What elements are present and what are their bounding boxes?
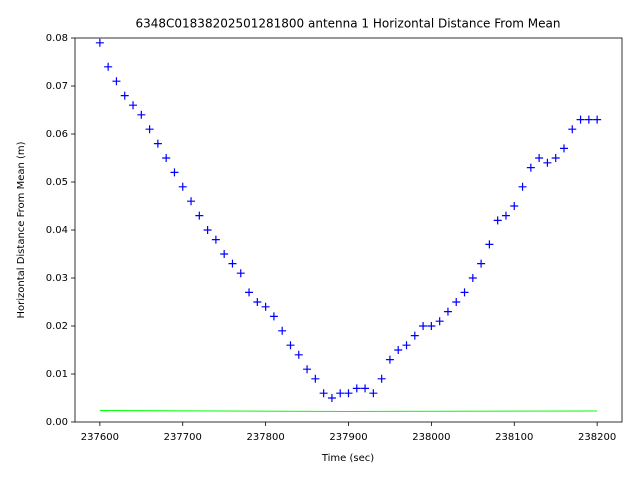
point-marker xyxy=(278,326,287,335)
y-tick-label: 0.02 xyxy=(46,321,68,332)
y-tick-label: 0.08 xyxy=(46,33,68,44)
point-marker xyxy=(129,101,138,110)
x-tick-label: 238000 xyxy=(412,432,450,443)
point-marker xyxy=(501,211,510,220)
point-marker xyxy=(543,158,552,167)
series-line xyxy=(99,409,598,412)
point-marker xyxy=(245,288,254,297)
point-marker xyxy=(477,259,486,268)
point-marker xyxy=(211,235,220,244)
point-marker xyxy=(535,154,544,162)
point-marker xyxy=(303,365,312,374)
point-marker xyxy=(402,341,411,350)
point-marker xyxy=(220,250,229,258)
x-tick-label: 237800 xyxy=(247,432,285,443)
point-marker xyxy=(336,389,345,398)
y-tick-label: 0.01 xyxy=(46,369,68,380)
point-marker xyxy=(203,226,212,234)
point-marker xyxy=(559,144,568,153)
point-marker xyxy=(551,154,560,162)
point-marker xyxy=(427,322,436,330)
point-marker xyxy=(269,312,278,321)
y-tick-label: 0.06 xyxy=(46,129,68,140)
x-tick-label: 238100 xyxy=(495,432,533,443)
point-marker xyxy=(435,317,444,326)
point-marker xyxy=(162,154,171,162)
point-marker xyxy=(361,384,370,393)
x-tick-label: 237700 xyxy=(164,432,202,443)
point-marker xyxy=(137,110,146,119)
x-tick-label: 237600 xyxy=(81,432,119,443)
point-marker xyxy=(195,211,204,220)
point-marker xyxy=(410,331,419,340)
point-marker xyxy=(228,259,237,268)
plot-frame xyxy=(74,37,623,423)
point-marker xyxy=(104,62,113,71)
point-marker xyxy=(584,115,593,124)
point-marker xyxy=(452,298,461,306)
point-marker xyxy=(460,288,469,297)
point-marker xyxy=(352,384,361,393)
point-marker xyxy=(253,298,262,306)
point-marker xyxy=(593,115,602,124)
point-marker xyxy=(145,125,154,134)
point-marker xyxy=(443,307,452,316)
point-marker xyxy=(170,168,179,177)
point-marker xyxy=(294,350,303,359)
point-marker xyxy=(568,125,577,134)
y-axis-label: Horizontal Distance From Mean (m) xyxy=(16,141,27,318)
point-marker xyxy=(576,115,585,124)
point-marker xyxy=(327,394,336,402)
point-marker xyxy=(319,389,328,398)
point-marker xyxy=(510,202,519,210)
point-marker xyxy=(120,91,129,100)
x-tick-label: 238200 xyxy=(578,432,616,443)
point-marker xyxy=(112,77,121,86)
point-marker xyxy=(369,389,378,398)
point-marker xyxy=(394,346,403,354)
y-tick-label: 0.07 xyxy=(46,81,68,92)
y-tick-label: 0.04 xyxy=(46,225,68,236)
point-marker xyxy=(187,197,196,206)
point-marker xyxy=(493,216,502,225)
x-tick-label: 237900 xyxy=(329,432,367,443)
point-marker xyxy=(153,139,162,148)
point-marker xyxy=(311,374,320,383)
point-marker xyxy=(526,163,535,172)
point-marker xyxy=(377,374,386,383)
point-marker xyxy=(344,389,353,398)
point-marker xyxy=(236,269,245,278)
point-marker xyxy=(485,240,494,249)
y-tick-label: 0.05 xyxy=(46,177,68,188)
y-tick-label: 0.03 xyxy=(46,273,68,284)
point-marker xyxy=(419,322,428,330)
point-marker xyxy=(518,182,527,191)
chart-title: 6348C01838202501281800 antenna 1 Horizon… xyxy=(135,17,560,31)
x-axis-label: Time (sec) xyxy=(321,453,374,464)
y-tick-label: 0.00 xyxy=(46,417,68,428)
point-marker xyxy=(385,355,394,364)
point-marker xyxy=(95,38,104,47)
point-marker xyxy=(286,341,295,350)
point-marker xyxy=(261,302,270,311)
point-marker xyxy=(468,274,477,282)
point-marker xyxy=(178,182,187,191)
